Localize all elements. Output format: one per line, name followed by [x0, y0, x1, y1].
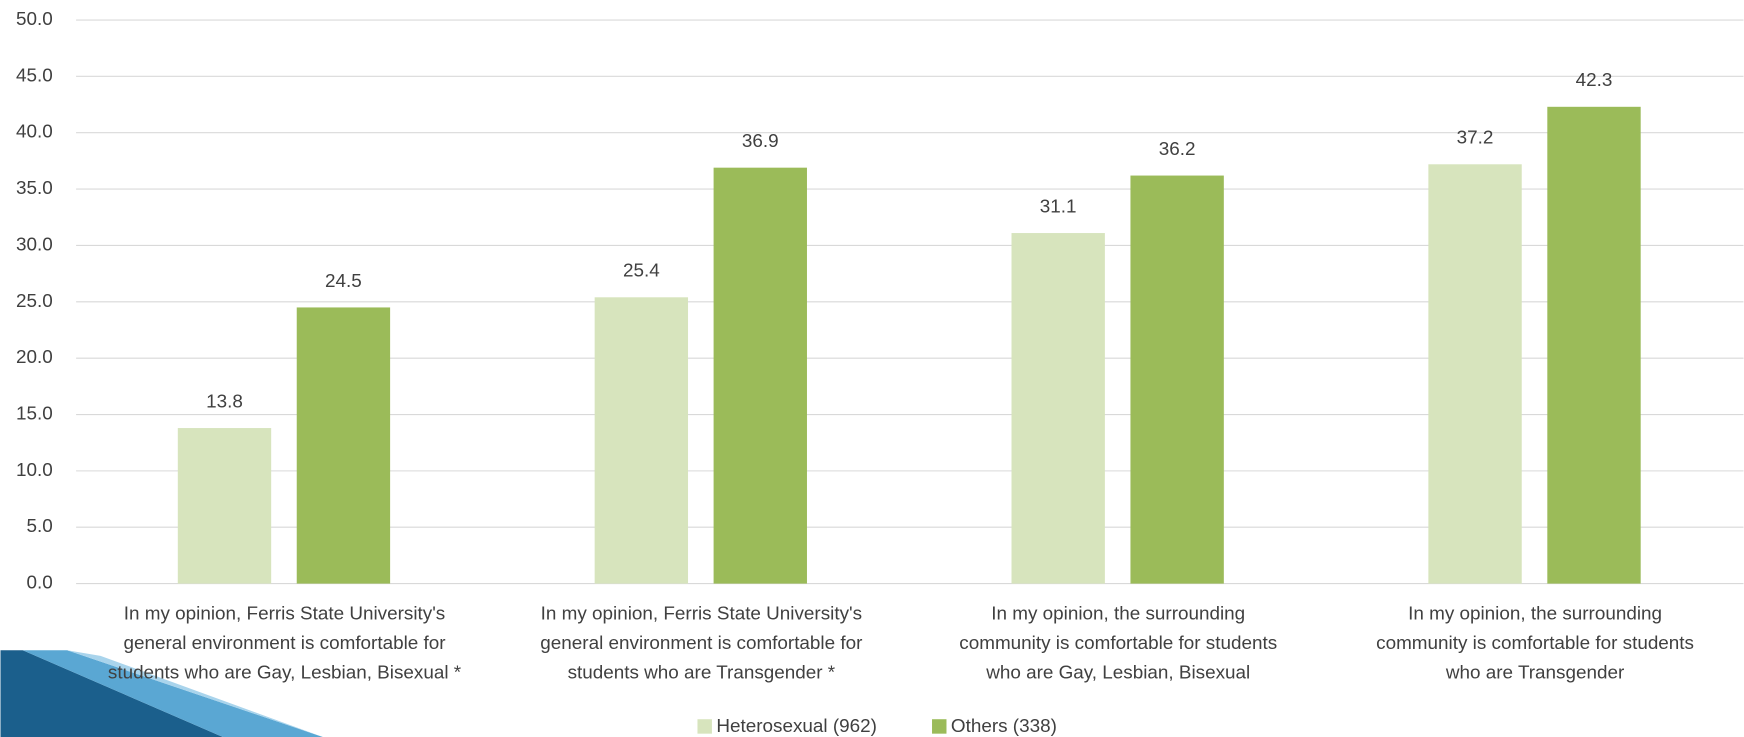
bar: [297, 307, 390, 583]
legend-swatch: [932, 719, 946, 733]
x-tick-label: students who are Gay, Lesbian, Bisexual …: [108, 663, 462, 684]
bar: [1012, 233, 1105, 584]
data-label: 37.2: [1457, 128, 1494, 149]
bar: [714, 168, 807, 584]
x-tick-label: general environment is comfortable for: [123, 633, 445, 654]
y-tick-label: 0.0: [26, 573, 52, 594]
x-tick-label: students who are Transgender *: [568, 663, 836, 684]
data-label: 42.3: [1576, 70, 1613, 91]
data-label: 36.2: [1159, 139, 1196, 160]
page: {"chart_data": {"type": "bar", "categori…: [0, 0, 1744, 737]
data-label: 13.8: [206, 391, 243, 412]
legend-label: Others (338): [951, 716, 1057, 737]
y-tick-label: 5.0: [26, 516, 52, 537]
data-label: 24.5: [325, 271, 362, 292]
bar: [1130, 176, 1223, 584]
data-label: 31.1: [1040, 196, 1077, 217]
y-tick-label: 25.0: [16, 291, 53, 312]
x-tick-label: who are Gay, Lesbian, Bisexual: [985, 663, 1250, 684]
x-tick-label: In my opinion, Ferris State University's: [541, 604, 862, 625]
y-tick-label: 10.0: [16, 460, 53, 481]
x-tick-label: In my opinion, the surrounding: [991, 604, 1245, 625]
legend-swatch: [697, 719, 711, 733]
x-tick-label: general environment is comfortable for: [540, 633, 862, 654]
data-label: 25.4: [623, 261, 660, 282]
x-tick-label: In my opinion, Ferris State University's: [124, 604, 445, 625]
y-tick-label: 30.0: [16, 234, 53, 255]
bar: [595, 297, 688, 583]
x-tick-label: In my opinion, the surrounding: [1408, 604, 1662, 625]
bar: [1547, 107, 1640, 584]
y-tick-label: 35.0: [16, 178, 53, 199]
legend-label: Heterosexual (962): [716, 716, 877, 737]
x-tick-label: who are Transgender: [1445, 663, 1624, 684]
bar: [1428, 164, 1521, 583]
y-tick-label: 50.0: [16, 9, 53, 30]
bar: [178, 428, 271, 584]
x-tick-label: community is comfortable for students: [1376, 633, 1694, 654]
chart: 0.0 5.0 10.0 15.0 20.0 25.0 30.0 35.0 40.0 45.0 50…: [0, 0, 1744, 737]
y-tick-label: 40.0: [16, 122, 53, 143]
y-tick-label: 15.0: [16, 404, 53, 425]
y-tick-label: 45.0: [16, 65, 53, 86]
data-label: 36.9: [742, 131, 779, 152]
y-tick-label: 20.0: [16, 347, 53, 368]
x-tick-label: community is comfortable for students: [959, 633, 1277, 654]
